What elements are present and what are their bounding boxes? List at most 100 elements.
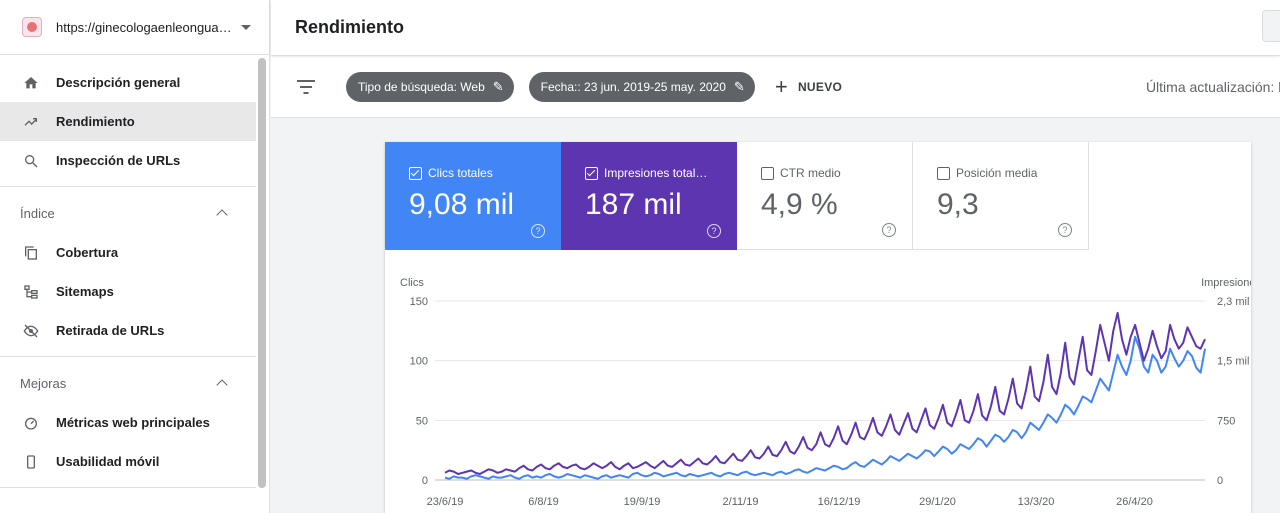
performance-chart[interactable]: Clics Impresiones 150 2,3 mil 100 1,5 mil 50…: [385, 250, 1251, 513]
site-favicon-icon: [22, 17, 42, 37]
sidebar-item-url-inspection[interactable]: Inspección de URLs: [0, 141, 256, 180]
x-tick-label: 29/1/20: [919, 496, 956, 508]
y-right-tick-label: 0: [1217, 475, 1223, 487]
sitemap-icon: [22, 283, 40, 301]
checkbox-unchecked-icon[interactable]: [937, 166, 950, 180]
sidebar-nav: Descripción general Rendimiento Inspecci…: [0, 55, 256, 513]
metric-label: Impresiones total…: [604, 166, 708, 180]
metric-value: 9,3: [937, 188, 979, 221]
help-icon[interactable]: ?: [531, 224, 545, 238]
sidebar-item-core-web-vitals[interactable]: Métricas web principales: [0, 403, 256, 442]
y-right-axis-title: Impresiones: [1201, 277, 1251, 289]
sidebar-item-removals[interactable]: Retirada de URLs: [0, 311, 256, 350]
home-icon: [22, 74, 40, 92]
x-tick-label: 2/11/19: [723, 496, 759, 508]
clicks-series-line: [444, 335, 1206, 480]
sidebar-item-performance[interactable]: Rendimiento: [0, 102, 256, 141]
impressions-series-line: [444, 311, 1206, 475]
sidebar-item-label: Usabilidad móvil: [56, 454, 160, 469]
last-update-text: Última actualización: h: [1145, 78, 1280, 95]
main-content: Clics totales 9,08 mil ? Impresiones tot…: [271, 118, 1280, 513]
x-tick-label: 26/4/20: [1116, 496, 1153, 508]
section-title: Índice: [20, 205, 55, 221]
property-url: https://ginecologaenleongua…: [56, 19, 231, 35]
divider: [0, 356, 256, 357]
metric-average-position[interactable]: Posición media 9,3 ?: [913, 142, 1089, 250]
help-icon[interactable]: ?: [882, 223, 896, 237]
pencil-icon[interactable]: ✎: [733, 78, 745, 94]
chip-label: Tipo de búsqueda: Web: [358, 79, 485, 94]
top-header: Rendimiento: [271, 0, 1280, 55]
metric-value: 187 mil: [585, 188, 682, 221]
x-tick-label: 6/8/19: [528, 496, 559, 508]
performance-card: Clics totales 9,08 mil ? Impresiones tot…: [385, 142, 1251, 513]
y-left-tick-label: 150: [410, 296, 428, 308]
section-improvements-header[interactable]: Mejoras: [0, 363, 256, 403]
new-filter-button[interactable]: + NUEVO: [774, 73, 843, 99]
checkbox-checked-icon[interactable]: [409, 166, 422, 180]
property-selector[interactable]: https://ginecologaenleongua…: [0, 0, 269, 55]
x-tick-label: 13/3/20: [1018, 496, 1055, 508]
chevron-down-icon[interactable]: [241, 24, 251, 30]
divider: [0, 487, 256, 488]
y-left-tick-label: 100: [410, 356, 428, 368]
metric-total-clicks[interactable]: Clics totales 9,08 mil ?: [385, 142, 561, 250]
section-title: Mejoras: [20, 375, 67, 391]
sidebar-item-label: Descripción general: [56, 75, 181, 90]
checkbox-unchecked-icon[interactable]: [761, 166, 774, 180]
sidebar-item-label: Cobertura: [56, 245, 119, 260]
chip-label: Fecha:: 23 jun. 2019-25 may. 2020: [540, 79, 726, 94]
metric-label: Posición media: [956, 166, 1038, 180]
metric-value: 9,08 mil: [409, 188, 515, 221]
speed-icon: [22, 414, 40, 432]
sidebar: https://ginecologaenleongua… Descripción…: [0, 0, 270, 513]
smartphone-icon: [22, 453, 40, 471]
checkbox-checked-icon[interactable]: [585, 166, 598, 180]
filter-bar: Tipo de búsqueda: Web ✎ Fecha:: 23 jun. …: [271, 56, 1280, 118]
metric-average-ctr[interactable]: CTR medio 4,9 % ?: [737, 142, 913, 250]
sidebar-scrollbar[interactable]: [258, 58, 266, 488]
divider: [0, 186, 256, 187]
y-right-tick-label: 1,5 mil: [1217, 356, 1249, 368]
sidebar-item-label: Sitemaps: [56, 284, 114, 299]
eye-off-icon: [22, 322, 40, 340]
header-action-button[interactable]: [1262, 10, 1280, 42]
y-right-tick-label: 750: [1217, 415, 1235, 427]
y-left-tick-label: 0: [422, 475, 428, 487]
filter-chip-search-type[interactable]: Tipo de búsqueda: Web ✎: [346, 71, 514, 102]
plus-icon: +: [774, 73, 788, 99]
metric-label: CTR medio: [780, 166, 841, 180]
copy-icon: [22, 244, 40, 262]
search-icon: [22, 152, 40, 170]
sidebar-item-overview[interactable]: Descripción general: [0, 63, 256, 102]
help-icon[interactable]: ?: [1058, 223, 1072, 237]
chevron-up-icon[interactable]: [216, 209, 228, 221]
filter-chip-date[interactable]: Fecha:: 23 jun. 2019-25 may. 2020 ✎: [528, 71, 755, 102]
chevron-up-icon[interactable]: [216, 379, 228, 391]
sidebar-item-label: Inspección de URLs: [56, 153, 181, 168]
y-left-axis-title: Clics: [400, 277, 424, 289]
sidebar-item-label: Métricas web principales: [56, 415, 210, 430]
metric-value: 4,9 %: [761, 188, 838, 221]
metric-total-impressions[interactable]: Impresiones total… 187 mil ?: [561, 142, 737, 250]
x-tick-label: 23/6/19: [427, 496, 464, 508]
sidebar-item-sitemaps[interactable]: Sitemaps: [0, 272, 256, 311]
page-title: Rendimiento: [295, 17, 405, 37]
x-tick-label: 19/9/19: [624, 496, 661, 508]
trending-up-icon: [22, 113, 40, 131]
metric-tiles: Clics totales 9,08 mil ? Impresiones tot…: [385, 142, 1089, 250]
new-filter-label: NUEVO: [797, 79, 843, 94]
pencil-icon[interactable]: ✎: [492, 78, 504, 94]
sidebar-item-label: Retirada de URLs: [56, 323, 165, 338]
sidebar-item-label: Rendimiento: [56, 114, 135, 129]
help-icon[interactable]: ?: [707, 224, 721, 238]
metric-label: Clics totales: [428, 166, 493, 180]
filter-icon[interactable]: [297, 79, 315, 94]
x-tick-label: 16/12/19: [818, 496, 861, 508]
sidebar-item-mobile-usability[interactable]: Usabilidad móvil: [0, 442, 256, 481]
y-right-tick-label: 2,3 mil: [1217, 296, 1249, 308]
section-index-header[interactable]: Índice: [0, 193, 256, 233]
sidebar-item-coverage[interactable]: Cobertura: [0, 233, 256, 272]
y-left-tick-label: 50: [416, 415, 428, 427]
